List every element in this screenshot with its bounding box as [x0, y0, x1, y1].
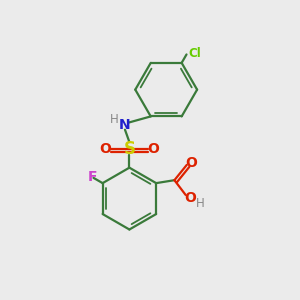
Text: O: O	[99, 142, 111, 155]
Text: H: H	[110, 113, 118, 126]
Text: O: O	[186, 156, 197, 170]
Text: O: O	[185, 191, 197, 206]
Text: S: S	[123, 140, 135, 158]
Text: H: H	[196, 197, 205, 210]
Text: F: F	[87, 170, 97, 184]
Text: N: N	[119, 118, 131, 132]
Text: O: O	[148, 142, 160, 155]
Text: Cl: Cl	[188, 47, 201, 60]
